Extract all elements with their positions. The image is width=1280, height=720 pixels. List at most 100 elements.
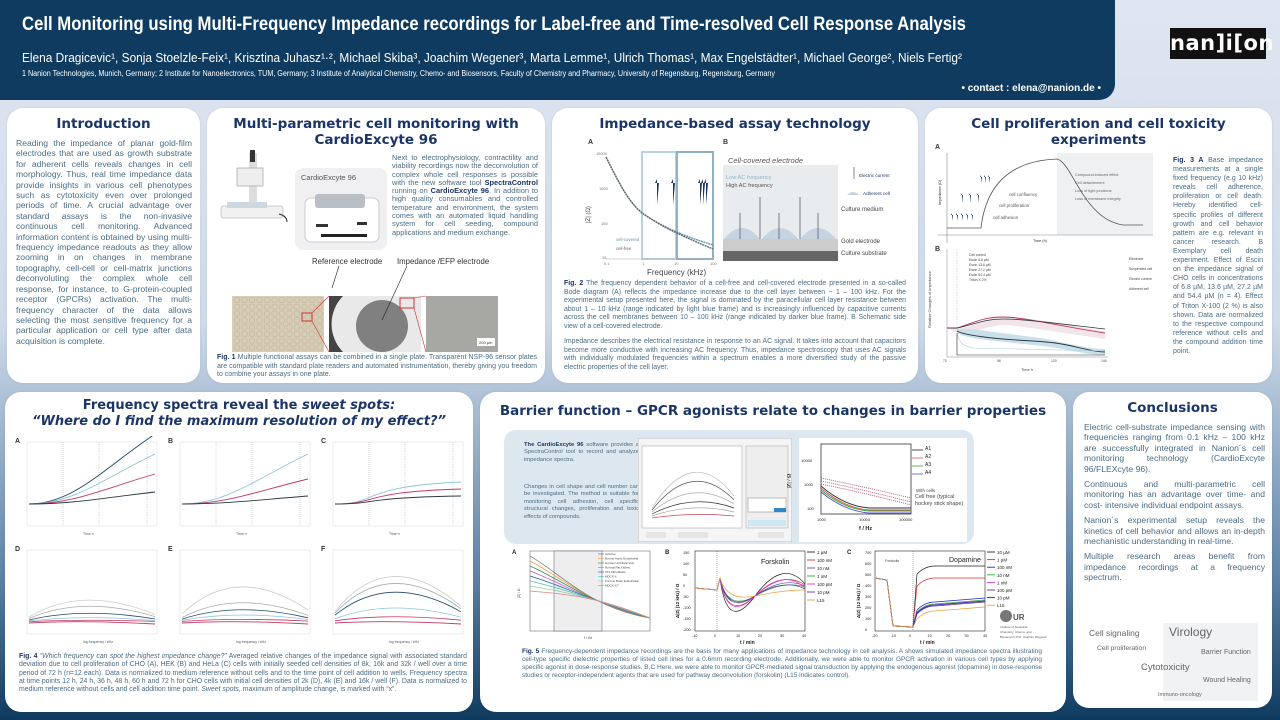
legend-entry: Bovine Aortic Endothelial — [605, 557, 639, 561]
panel-label: D — [15, 546, 20, 553]
svg-text:Electrode: Electrode — [1129, 257, 1143, 261]
y-tick: -100 — [683, 606, 691, 610]
legend-entry: 10 µM — [997, 550, 1010, 555]
x-axis-label: t / min — [920, 640, 935, 644]
impedance-spectra-bg — [799, 438, 967, 542]
svg-text:cell proliferation: cell proliferation — [999, 203, 1030, 208]
legend-entry: L15 — [997, 603, 1005, 608]
y-tick: 100 — [865, 617, 871, 621]
svg-text:Cell detachement: Cell detachement — [1075, 181, 1105, 185]
x-tick: 0 — [714, 634, 716, 638]
y-tick: 400 — [865, 584, 871, 588]
x-tick: 30 — [965, 634, 969, 638]
conclusion-item: Electric cell-substrate impedance sensin… — [1084, 422, 1265, 474]
fig5-caption: Fig. 5 Frequency-dependent impedance rec… — [522, 648, 1042, 680]
svg-text:1: 1 — [642, 261, 645, 266]
method-text: Changes in cell shape and cell number ca… — [524, 484, 639, 520]
series-line — [334, 495, 462, 505]
dose-response-line — [694, 577, 806, 607]
series-line — [28, 436, 153, 505]
svg-text:Triton X 2%: Triton X 2% — [969, 278, 987, 282]
cell-free-annotation: Cell free (typical hockey stick shape) — [915, 494, 964, 507]
x-axis-label: f / Hz — [584, 636, 592, 640]
spectrum-line — [181, 621, 309, 625]
svg-text:72: 72 — [943, 359, 947, 363]
svg-text:Gold electrode: Gold electrode — [841, 239, 881, 245]
spectrum-line — [181, 586, 309, 615]
x-axis-label: log frequency / kHz — [236, 640, 266, 644]
authors: Elena Dragicevic¹, Sonja Stoelzle-Feix¹,… — [22, 51, 962, 65]
spectrum-line — [181, 614, 309, 621]
panel-label: A — [512, 550, 517, 556]
y-tick: 150 — [683, 551, 689, 555]
y-tick: -200 — [683, 628, 691, 632]
svg-text:Electric current: Electric current — [859, 173, 890, 178]
impedance-text: Impedance describes the electrical resis… — [564, 338, 906, 371]
y-tick: 0 — [683, 584, 685, 588]
proliferation-panel: Cell proliferation and cell toxicity exp… — [925, 108, 1272, 383]
poster-header: Cell Monitoring using Multi-Frequency Im… — [0, 0, 1115, 100]
x-axis-label: log frequency / kHz — [83, 640, 113, 644]
software-text: The CardioExcyte 96 software provides a … — [524, 442, 639, 463]
svg-text:Escin 6.8 µM: Escin 6.8 µM — [969, 258, 989, 262]
svg-text:10000: 10000 — [859, 517, 871, 522]
impedance-profile-curve — [947, 158, 1143, 229]
nanion-logo: nan]i[on — [1170, 28, 1273, 59]
svg-text:150: 150 — [601, 221, 608, 226]
legend-entry: 10 pM — [817, 590, 830, 595]
legend-entry: 100 pM — [817, 582, 832, 587]
liquid-handler-image — [220, 150, 288, 223]
fig4-caption: Fig. 4 “Which frequency can spot the hig… — [19, 653, 467, 694]
svg-text:A: A — [935, 144, 940, 151]
x-axis-label: Frequency (kHz) — [647, 268, 707, 277]
svg-text:1000: 1000 — [804, 482, 814, 487]
annotation: Forskolin — [885, 559, 899, 563]
spectrum-line — [28, 621, 156, 625]
dose-response-line — [694, 577, 806, 606]
svg-text:Escin 27.2 µM: Escin 27.2 µM — [969, 268, 991, 272]
y-axis-label: |Z| / Ω — [517, 588, 521, 598]
svg-text:Cell control: Cell control — [969, 253, 986, 257]
device-label: CardioExcyte 96 — [301, 173, 357, 182]
svg-text:100000: 100000 — [899, 517, 913, 522]
x-axis-label: log frequency / kHz — [389, 640, 419, 644]
reference-electrode-label: Reference electrode — [312, 257, 383, 266]
dose-response-line — [874, 577, 986, 628]
introduction-title: Introduction — [56, 116, 151, 132]
svg-text:1500: 1500 — [599, 186, 609, 191]
spectracontrol-screenshot — [638, 438, 792, 542]
legend-cell-free: cell-free — [616, 246, 632, 251]
svg-text:B: B — [935, 246, 940, 253]
svg-text:Culture medium: Culture medium — [841, 207, 883, 213]
svg-text:Loss of tight junctions: Loss of tight junctions — [1075, 189, 1112, 193]
introduction-text: Reading the impedance of planar gold-fil… — [16, 138, 192, 346]
cardioexcyte-image: CardioExcyte 96 — [295, 168, 387, 250]
svg-text:100: 100 — [807, 506, 814, 511]
spectra-subplot-b: B Time h — [168, 438, 311, 536]
series-line — [28, 453, 156, 505]
svg-text:Suspended cell: Suspended cell — [1129, 267, 1152, 271]
x-tick: 40 — [802, 634, 806, 638]
tag-virology: Virology — [1169, 625, 1213, 639]
spectracontrol-box: The CardioExcyte 96 software provides a … — [504, 430, 974, 544]
y-tick: 700 — [865, 551, 871, 555]
svg-text:120: 120 — [1051, 359, 1057, 363]
x-axis-label: Time h — [389, 532, 400, 536]
svg-text:f / Hz: f / Hz — [859, 526, 872, 532]
multiparametric-title: Multi-parametric cell monitoring with Ca… — [233, 116, 519, 148]
spectrum-line — [334, 621, 462, 625]
barrier-panel: Barrier function – GPCR agonists relate … — [480, 392, 1066, 712]
fig2-caption: Fig. 2 The frequency dependent behavior … — [564, 280, 906, 330]
cell-free-curve — [605, 156, 714, 250]
contact-link[interactable]: • contact : elena@nanion.de • — [961, 83, 1101, 94]
conclusion-item: Nanion´s experimental setup reveals the … — [1084, 515, 1265, 547]
panel-label: A — [588, 139, 593, 146]
x-tick: -10 — [692, 634, 698, 638]
x-tick: 30 — [780, 634, 784, 638]
y-axis-label: |Z| (Ω) — [586, 206, 592, 223]
university-name: Chemistry, Chemo- and — [1000, 630, 1032, 634]
x-tick: -20 — [872, 634, 878, 638]
legend-entry: Porcine Brain Endothelial — [605, 579, 639, 583]
